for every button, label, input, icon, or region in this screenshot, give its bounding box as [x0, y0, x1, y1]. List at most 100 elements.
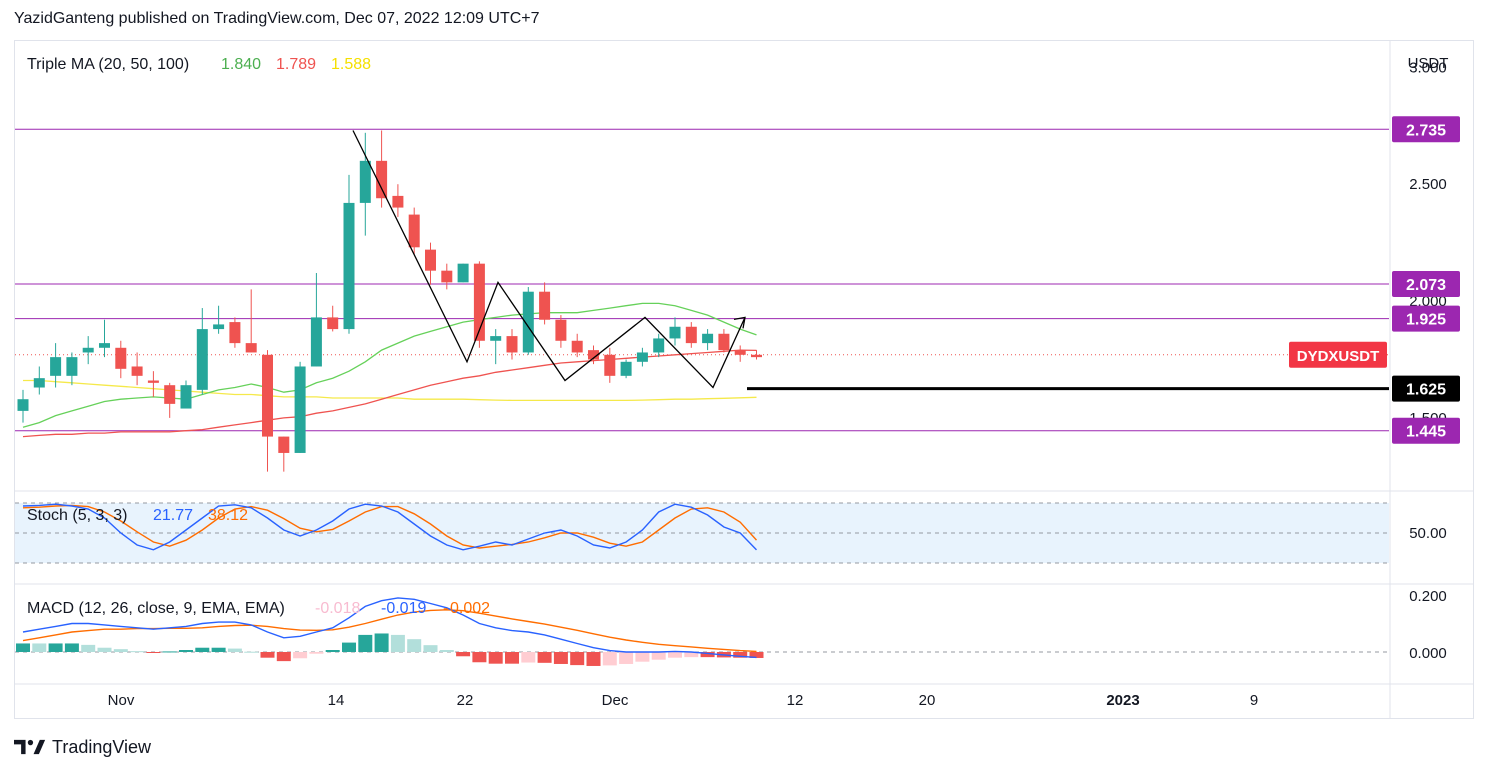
macd-histogram-bar	[586, 652, 601, 666]
macd-histogram-bar	[374, 633, 389, 652]
candle-up	[522, 291, 534, 353]
stoch-tick-label: 50.00	[1409, 525, 1447, 542]
symbol-label: DYDXUSDT	[1297, 348, 1380, 365]
macd-line	[22, 597, 757, 659]
macd-histogram-bar	[244, 651, 259, 653]
macd-histogram-bar	[602, 652, 617, 666]
candle-up	[669, 326, 681, 339]
macd-histogram-bar	[423, 645, 438, 652]
support-price-tag	[1392, 375, 1460, 402]
candle-up	[490, 336, 502, 341]
tradingview-logo-icon	[14, 739, 46, 755]
macd-signal-value: 0.002	[450, 600, 490, 617]
macd-histogram-bar	[16, 643, 30, 652]
stoch-k-line	[22, 503, 758, 551]
candle-up	[636, 352, 648, 362]
macd-histogram-bar	[749, 652, 764, 658]
candle-down	[441, 270, 453, 283]
macd-histogram-bar	[733, 652, 748, 658]
macd-histogram-bar	[81, 644, 96, 652]
macd-histogram-bar	[276, 652, 291, 662]
candle-down	[262, 354, 273, 437]
candle-up	[33, 378, 45, 388]
candle-down	[604, 354, 616, 376]
macd-histogram-bar	[472, 652, 487, 663]
candle-down	[555, 319, 567, 341]
currency-label: USDT	[1408, 55, 1449, 72]
candle-up	[99, 343, 110, 348]
candle-down	[245, 343, 257, 353]
macd-histogram-bar	[293, 652, 308, 659]
candle-down	[229, 322, 241, 344]
candle-down	[392, 195, 404, 208]
time-tick-label: 14	[328, 692, 345, 709]
macd-histogram-bar	[570, 652, 585, 666]
macd-histogram-bar	[668, 652, 682, 658]
candle-up	[82, 347, 94, 353]
level-price-label: 1.925	[1406, 312, 1446, 329]
macd-title: MACD (12, 26, close, 9, EMA, EMA)	[27, 600, 285, 617]
macd-histogram-bar	[309, 652, 324, 654]
candle-up	[702, 333, 714, 344]
time-tick-label: 2023	[1106, 692, 1139, 709]
macd-histogram-bar	[195, 647, 210, 652]
macd-histogram-bar	[211, 647, 226, 652]
macd-histogram-bar	[130, 651, 145, 653]
macd-histogram-bar	[113, 649, 128, 652]
stoch-d-value: 38.12	[208, 507, 248, 524]
candle-up	[50, 357, 62, 376]
candle-down	[506, 336, 518, 353]
price-tick-label: 2.500	[1409, 176, 1447, 193]
candle-down	[539, 291, 551, 320]
macd-histogram-bar	[342, 642, 356, 652]
macd-histogram-bar	[700, 652, 715, 658]
macd-histogram-bar	[260, 652, 275, 658]
arrow-head-icon	[733, 316, 746, 329]
candle-up	[17, 399, 29, 411]
macd-histogram-bar	[635, 652, 650, 662]
ma20-line	[22, 302, 757, 428]
candle-down	[734, 350, 746, 355]
candle-down	[115, 347, 127, 369]
macd-histogram-bar	[488, 652, 503, 664]
macd-hist-value: -0.018	[315, 600, 360, 617]
triple-ma-legend: Triple MA (20, 50, 100) 1.840 1.789 1.58…	[27, 56, 371, 73]
candle-up	[310, 317, 322, 367]
macd-histogram-bar	[651, 652, 666, 660]
macd-histogram-bar	[456, 652, 471, 657]
time-tick-label: 22	[457, 692, 474, 709]
macd-histogram-bar	[325, 650, 340, 652]
level-price-label: 2.735	[1406, 122, 1446, 139]
macd-histogram-bar	[32, 643, 47, 652]
time-tick-label: 9	[1250, 692, 1258, 709]
macd-histogram-bar	[553, 652, 568, 664]
macd-histogram-bar	[505, 652, 519, 664]
triple-ma-title: Triple MA (20, 50, 100)	[27, 56, 189, 73]
candle-down	[473, 263, 485, 341]
candle-up	[620, 361, 632, 376]
candle-down	[571, 340, 583, 353]
candle-down	[278, 436, 290, 453]
candle-up	[457, 263, 469, 283]
macd-histogram-bar	[521, 652, 536, 663]
ma100-line	[23, 379, 757, 402]
macd-histogram-bar	[146, 652, 161, 653]
macd-histogram-bar	[227, 648, 242, 652]
candle-down	[425, 249, 436, 271]
pattern-drawing	[352, 130, 746, 389]
level-price-tag	[1392, 305, 1460, 332]
macd-tick-label: 0.200	[1409, 588, 1447, 605]
macd-legend: MACD (12, 26, close, 9, EMA, EMA) -0.018…	[27, 600, 490, 617]
macd-histogram-bar	[48, 643, 63, 652]
symbol-tag	[1289, 341, 1387, 368]
support-price-label: 1.625	[1406, 382, 1446, 399]
macd-histogram-bar	[64, 643, 79, 652]
stoch-title: Stoch (5, 3, 3)	[27, 507, 128, 524]
candle-down	[685, 326, 697, 344]
tradingview-footer: TradingView	[14, 735, 151, 759]
time-tick-label: 12	[787, 692, 804, 709]
macd-histogram-bar	[162, 651, 177, 653]
stoch-k-value: 21.77	[153, 507, 193, 524]
candle-up	[653, 338, 665, 353]
